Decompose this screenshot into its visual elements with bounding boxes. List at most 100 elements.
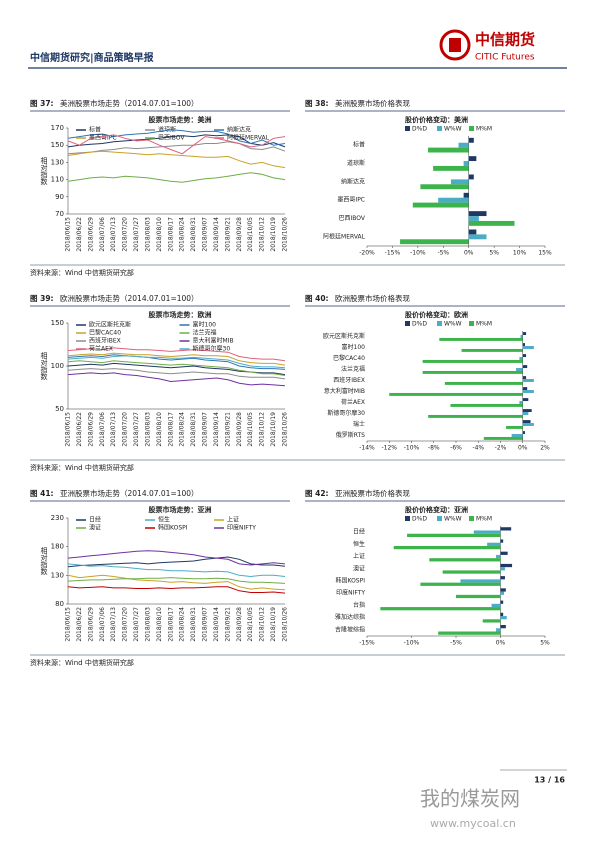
series-line <box>67 574 286 591</box>
x-tick-label: 2018/09/21 <box>224 217 231 252</box>
bar <box>522 412 529 415</box>
chart-title: 股价价格变动：美洲 <box>404 115 468 124</box>
y-tick-label: 恒生 <box>353 540 365 548</box>
bar <box>522 431 525 435</box>
legend-label: 道琼斯 <box>158 126 176 134</box>
x-tick-label: -8% <box>428 445 440 452</box>
x-tick-label: -10% <box>410 250 426 257</box>
x-tick-label: 2018/08/17 <box>167 217 174 252</box>
x-tick-label: -2% <box>495 445 507 452</box>
y-tick-label: 标普 <box>353 141 365 149</box>
series-line <box>67 550 286 566</box>
legend-swatch <box>469 516 474 521</box>
bar <box>468 234 487 240</box>
legend-label: 印度NIFTY <box>227 524 256 532</box>
bar <box>500 551 508 555</box>
bar <box>407 533 501 537</box>
figure-label: 图 41: <box>30 489 54 498</box>
x-tick-label: 2018/07/27 <box>133 607 140 642</box>
legend-swatch <box>405 516 410 521</box>
figure-title: 美洲股票市场价格表现 <box>335 98 410 108</box>
bar <box>522 346 534 349</box>
x-tick-label: 0% <box>464 250 474 257</box>
series-line <box>67 172 286 183</box>
legend-label: 巴西IBOV <box>158 135 185 142</box>
x-tick-label: 2018/08/03 <box>144 607 151 642</box>
bar <box>500 563 513 568</box>
x-tick-label: 2018/08/24 <box>179 217 186 252</box>
x-tick-label: 2018/09/14 <box>213 412 220 447</box>
figure-title: 亚洲股票市场走势（2014.07.01=100） <box>60 488 199 498</box>
bar <box>500 616 507 620</box>
bar <box>500 588 506 592</box>
legend-label: 纳斯达克 <box>227 126 251 134</box>
bar <box>380 607 501 611</box>
bar <box>412 202 469 208</box>
x-tick-label: 2018/07/13 <box>110 217 117 252</box>
bar <box>422 370 523 374</box>
x-tick-label: 2018/09/21 <box>224 607 231 642</box>
x-tick-label: 2018/06/29 <box>87 412 94 447</box>
figure-label: 图 39: <box>30 294 54 303</box>
y-tick-label: 日经 <box>353 528 365 536</box>
bar <box>522 423 534 426</box>
y-tick-label: 110 <box>51 176 64 184</box>
legend-label: W%W <box>444 321 462 328</box>
legend-label: 澳证 <box>89 524 101 532</box>
x-tick-label: 2018/08/10 <box>156 217 163 252</box>
x-tick-label: 2018/08/31 <box>190 217 197 252</box>
bar <box>500 600 504 604</box>
x-tick-label: 2018/06/22 <box>76 412 83 447</box>
y-tick-label: 富时100 <box>342 343 366 351</box>
x-tick-label: 2018/07/27 <box>133 217 140 252</box>
figure-label: 图 38: <box>305 99 329 108</box>
y-tick-label: 巴西IBOV <box>338 215 365 222</box>
bar <box>522 387 528 391</box>
x-tick-label: 2018/10/12 <box>259 607 266 642</box>
bar <box>428 414 523 418</box>
y-tick-label: 法兰克福 <box>341 365 365 373</box>
x-tick-label: 15% <box>538 250 552 257</box>
x-tick-label: 0% <box>496 640 506 647</box>
x-tick-label: 2018/08/31 <box>190 412 197 447</box>
series-line <box>67 368 286 380</box>
bar <box>433 165 469 171</box>
y-tick-label: 韩国KOSPI <box>335 577 365 585</box>
x-tick-label: 2018/08/10 <box>156 412 163 447</box>
source: 资料来源：Wind 中信期货研究部 <box>30 268 134 277</box>
x-tick-label: 2018/07/27 <box>133 412 140 447</box>
bar <box>420 582 501 586</box>
x-tick-label: 2018/08/24 <box>179 607 186 642</box>
bar <box>520 335 523 338</box>
series-line <box>67 577 286 584</box>
x-tick-label: 2018/08/03 <box>144 217 151 252</box>
legend-swatch <box>437 126 442 131</box>
bar <box>496 554 501 559</box>
x-tick-label: 2018/09/14 <box>213 217 220 252</box>
bar <box>450 179 469 185</box>
x-tick-label: 2018/06/15 <box>65 607 72 642</box>
bar <box>400 239 469 245</box>
x-tick-label: 2018/07/20 <box>122 607 129 642</box>
bar <box>450 403 523 407</box>
bar <box>522 390 534 393</box>
bar <box>429 558 501 562</box>
legend-label: 日经 <box>89 516 101 524</box>
figure-label: 图 37: <box>30 99 54 108</box>
x-tick-label: 2018/09/07 <box>202 607 209 642</box>
series-line <box>67 586 286 594</box>
x-tick-label: 2018/09/28 <box>236 607 243 642</box>
chart-title: 股票市场走势：美洲 <box>148 115 212 124</box>
bar <box>522 420 531 424</box>
x-tick-label: 2018/10/05 <box>247 217 254 252</box>
bar <box>519 357 523 360</box>
bar <box>420 184 469 190</box>
legend-label: 富时100 <box>193 321 217 329</box>
y-tick-label: 印度NIFTY <box>336 589 365 597</box>
x-tick-label: -10% <box>404 445 420 452</box>
bar <box>458 142 469 148</box>
bar <box>442 570 501 574</box>
x-tick-label: 2018/07/13 <box>110 607 117 642</box>
y-tick-label: 阿根廷MERVAL <box>323 232 366 240</box>
x-tick-label: 2018/07/06 <box>99 412 106 447</box>
